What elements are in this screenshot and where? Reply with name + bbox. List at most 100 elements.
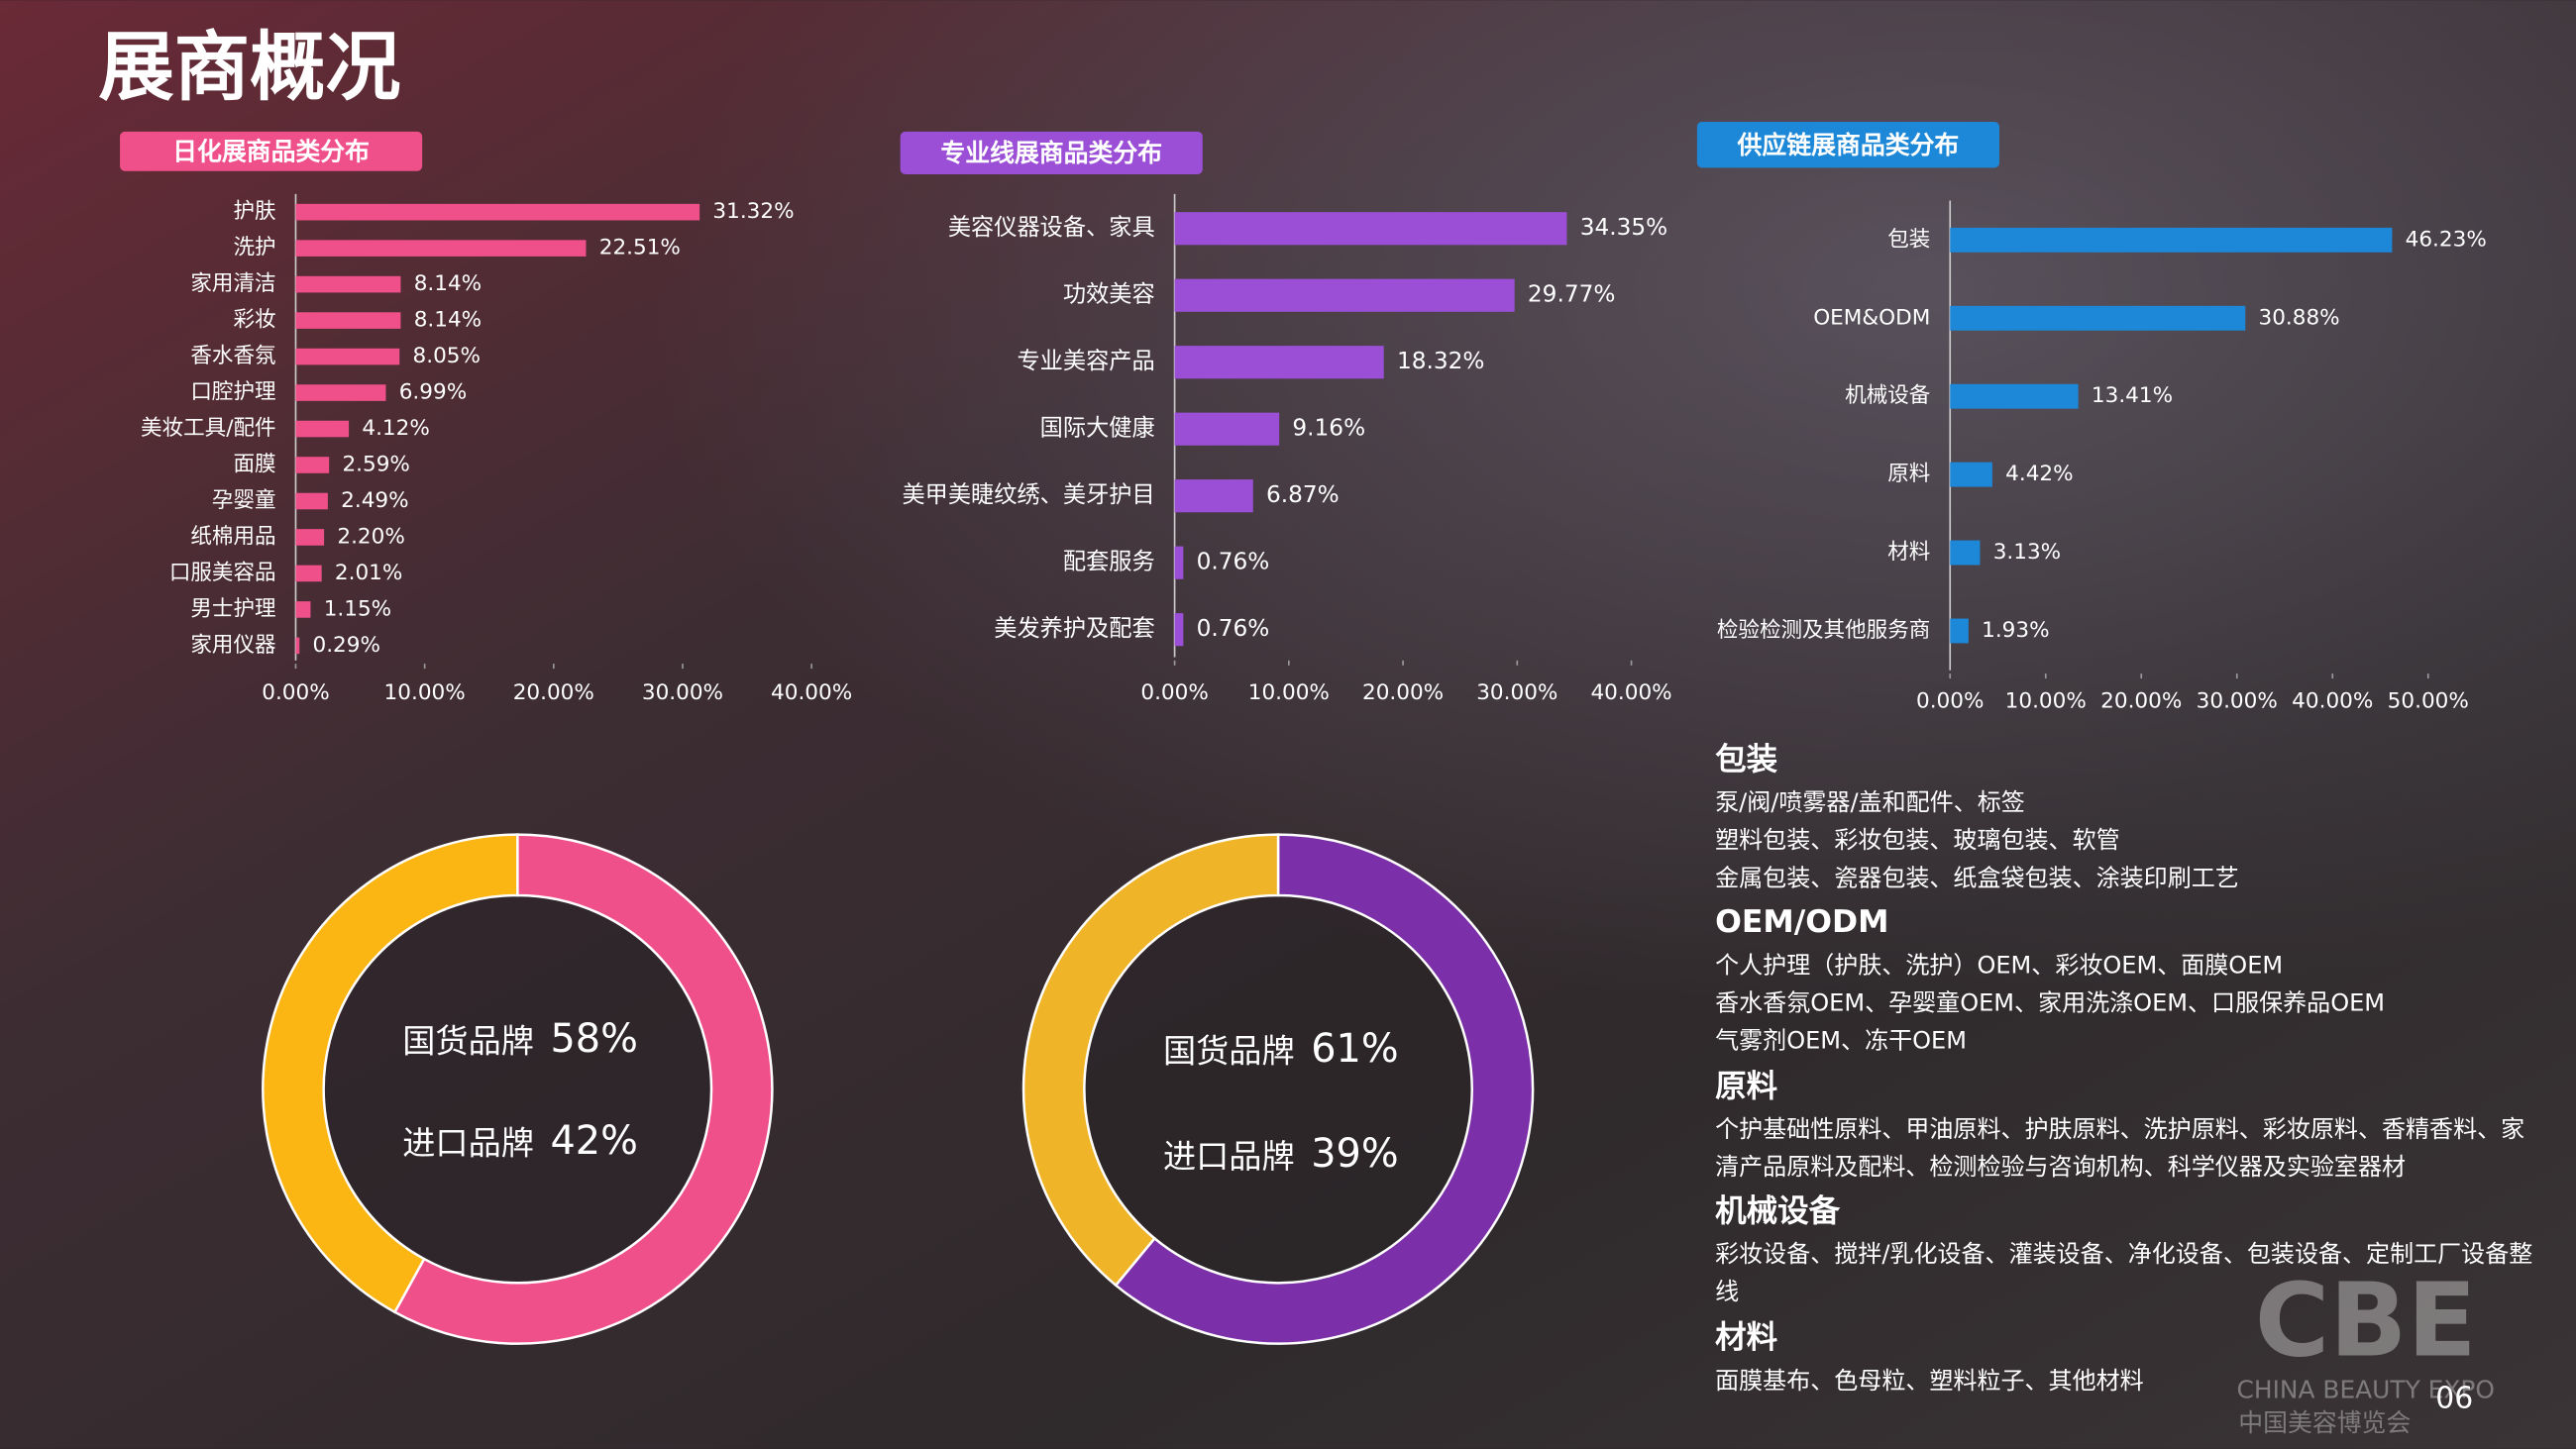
- category-label: 男士护理: [190, 596, 275, 621]
- category-label: 家用清洁: [190, 271, 275, 296]
- value-label: 6.87%: [1266, 481, 1340, 508]
- value-label: 31.32%: [712, 199, 794, 224]
- value-label: 1.93%: [1982, 618, 2049, 643]
- detail-line: 个护基础性原料、甲油原料、护肤原料、洗护原料、彩妆原料、香精香料、家: [1715, 1115, 2524, 1143]
- donut-category: 进口品牌: [402, 1123, 534, 1162]
- category-label: OEM&ODM: [1813, 305, 1930, 330]
- bar: [295, 348, 400, 365]
- donut-segment: [1114, 833, 1535, 1345]
- value-label: 9.16%: [1292, 415, 1365, 442]
- value-label: 34.35%: [1580, 214, 1667, 241]
- bar: [1950, 227, 2393, 253]
- detail-line: 个人护理（护肤、洗护）OEM、彩妆OEM、面膜OEM: [1715, 951, 2283, 979]
- category-label: 纸棉用品: [190, 524, 275, 549]
- bar: [1950, 305, 2246, 331]
- detail-line: 气雾剂OEM、冻干OEM: [1715, 1027, 1967, 1055]
- chart-title-box: [120, 131, 423, 171]
- donut-center: [323, 894, 711, 1284]
- value-label: 2.20%: [337, 524, 404, 549]
- value-label: 4.42%: [2005, 462, 2073, 486]
- donut-segment: [262, 833, 519, 1314]
- bar: [295, 492, 328, 510]
- bar: [1174, 346, 1384, 379]
- detail-heading: 原料: [1715, 1069, 1778, 1104]
- logo-name: CHINA BEAUTY EXPO: [2237, 1376, 2495, 1404]
- value-label: 2.01%: [335, 561, 402, 585]
- bar: [295, 457, 330, 473]
- detail-heading: 包装: [1715, 741, 1778, 777]
- donut-category: 国货品牌: [402, 1022, 534, 1061]
- bar: [295, 529, 325, 546]
- logo: CBE CHINA BEAUTY EXPO 中国美容博览会: [2237, 1262, 2495, 1437]
- value-label: 22.51%: [599, 236, 681, 260]
- value-label: 6.99%: [399, 380, 467, 405]
- category-label: 配套服务: [1063, 549, 1155, 575]
- bar: [295, 601, 311, 618]
- detail-line: 香水香氛OEM、孕婴童OEM、家用洗涤OEM、口服保养品OEM: [1715, 988, 2385, 1016]
- category-label: 专业美容产品: [1017, 348, 1154, 374]
- x-tick-label: 30.00%: [642, 680, 723, 705]
- value-label: 13.41%: [2092, 383, 2173, 408]
- x-tick-label: 30.00%: [1476, 680, 1557, 705]
- donut-category: 国货品牌: [1163, 1032, 1295, 1071]
- donut-center: [1084, 894, 1472, 1284]
- category-label: 材料: [1887, 540, 1930, 565]
- value-label: 8.14%: [414, 271, 482, 296]
- donut-value-label: 39%: [1311, 1131, 1398, 1177]
- chart-title-box: [900, 131, 1203, 175]
- value-label: 0.76%: [1197, 615, 1270, 642]
- detail-line: 面膜基布、色母粒、塑料粒子、其他材料: [1715, 1367, 2144, 1395]
- x-tick-label: 0.00%: [262, 680, 329, 705]
- detail-line: 彩妆设备、搅拌/乳化设备、灌装设备、净化设备、包装设备、定制工厂设备整: [1715, 1240, 2532, 1268]
- bar: [1174, 613, 1184, 647]
- category-label: 洗护: [233, 236, 275, 260]
- category-label: 美甲美睫纹绣、美牙护目: [902, 481, 1154, 508]
- category-label: 包装: [1887, 227, 1930, 252]
- bar: [1950, 540, 1981, 566]
- value-label: 3.13%: [1993, 540, 2061, 565]
- donut-value-label: 61%: [1311, 1026, 1398, 1072]
- x-tick-label: 10.00%: [1248, 680, 1330, 705]
- donut-segment: [392, 833, 774, 1345]
- donut-value-label: 58%: [550, 1016, 637, 1062]
- donut-value-label: 42%: [550, 1118, 637, 1164]
- detail-line: 金属包装、瓷器包装、纸盒袋包装、涂装印刷工艺: [1715, 864, 2239, 891]
- bar: [295, 240, 587, 257]
- category-label: 美容仪器设备、家具: [948, 214, 1155, 241]
- value-label: 2.59%: [342, 453, 409, 477]
- category-label: 口服美容品: [169, 561, 276, 585]
- bar: [295, 637, 300, 655]
- bar: [295, 384, 386, 401]
- detail-heading: OEM/ODM: [1715, 904, 1888, 940]
- category-label: 检验检测及其他服务商: [1717, 618, 1930, 643]
- value-label: 0.29%: [313, 633, 380, 658]
- category-label: 功效美容: [1063, 281, 1155, 308]
- x-tick-label: 40.00%: [1590, 680, 1671, 705]
- bar: [1950, 618, 1969, 644]
- category-label: 国际大健康: [1040, 415, 1155, 442]
- detail-line: 泵/阀/喷雾器/盖和配件、标签: [1715, 788, 2025, 816]
- category-label: 彩妆: [233, 308, 275, 333]
- bar: [1174, 212, 1567, 246]
- logo-name-cn: 中国美容博览会: [2238, 1408, 2411, 1437]
- logo-mark: CBE: [2255, 1262, 2477, 1380]
- donut-category: 进口品牌: [1163, 1137, 1295, 1176]
- bar: [1174, 412, 1280, 446]
- value-label: 4.12%: [362, 416, 429, 441]
- value-label: 1.15%: [324, 596, 391, 621]
- chart-title: 专业线展商品类分布: [940, 139, 1162, 167]
- bar: [295, 420, 350, 438]
- x-tick-label: 50.00%: [2388, 688, 2469, 713]
- bar: [295, 203, 700, 221]
- x-tick-label: 0.00%: [1140, 680, 1208, 705]
- category-label: 美妆工具/配件: [141, 416, 276, 441]
- x-tick-label: 40.00%: [2292, 688, 2373, 713]
- value-label: 18.32%: [1397, 348, 1484, 374]
- category-label: 孕婴童: [212, 488, 276, 513]
- value-label: 0.76%: [1197, 549, 1270, 575]
- value-label: 2.49%: [341, 488, 408, 513]
- bar: [295, 312, 401, 329]
- detail-line: 塑料包装、彩妆包装、玻璃包装、软管: [1715, 826, 2120, 854]
- x-tick-label: 20.00%: [2100, 688, 2182, 713]
